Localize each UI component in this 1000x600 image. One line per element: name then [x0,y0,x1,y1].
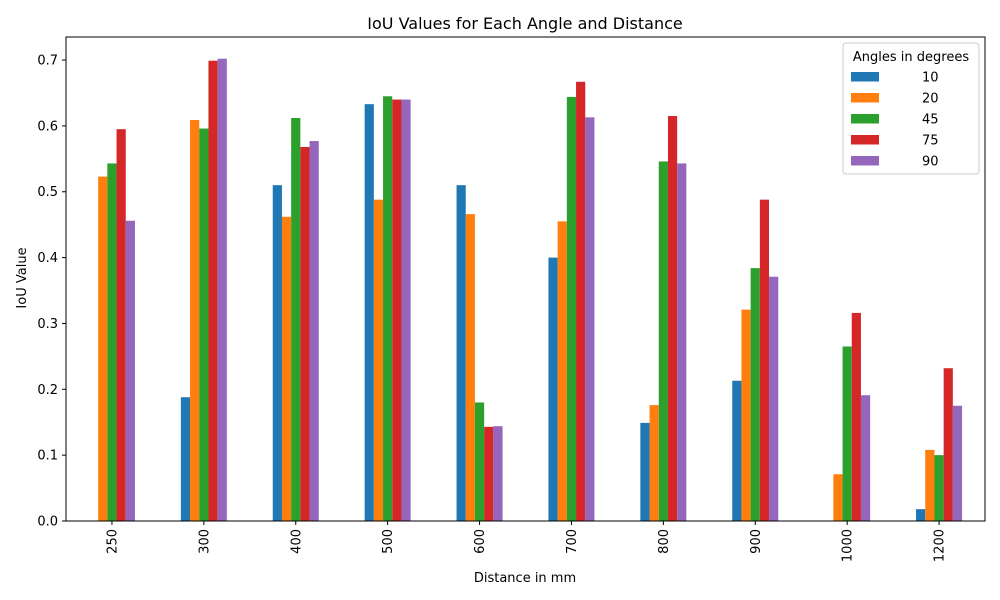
legend: Angles in degrees 10 20 45 75 90 [842,42,980,175]
bar-300-90 [217,58,227,521]
bar-900-10 [732,380,742,521]
bar-250-90 [125,220,135,521]
bar-500-75 [392,99,402,521]
x-tick-label: 300 [197,529,212,554]
y-axis-title: IoU Value [15,247,30,308]
bar-1200-10 [916,509,926,521]
bar-500-10 [364,104,374,521]
bar-400-10 [272,185,282,521]
bar-800-90 [677,163,687,521]
legend-title: Angles in degrees [853,50,969,65]
bar-600-90 [493,426,503,521]
x-tick-label: 800 [657,529,672,554]
bar-900-75 [759,199,770,522]
bar-900-20 [741,309,751,521]
bar-600-10 [456,185,466,521]
bar-300-10 [180,397,191,521]
bar-700-90 [585,117,595,522]
x-tick-label: 250 [105,529,120,554]
y-tick-label: 0.5 [37,185,58,200]
bar-400-75 [300,146,310,521]
bar-600-20 [465,214,475,521]
bar-400-90 [309,141,319,522]
bar-1200-90 [952,405,963,521]
bar-300-75 [208,60,218,522]
legend-swatch-20 [851,93,879,103]
legend-swatch-75 [851,135,879,145]
bar-900-90 [769,276,779,521]
x-tick-label: 1200 [933,529,948,562]
bar-1000-20 [833,474,843,521]
legend-swatch-10 [851,72,879,82]
bar-800-10 [640,422,650,521]
bar-250-75 [116,129,126,521]
bar-1200-75 [943,368,953,521]
x-tick-label: 500 [381,529,396,554]
bar-1200-45 [934,455,944,521]
legend-label-45: 45 [922,113,939,128]
bar-250-45 [107,163,117,521]
bar-1000-75 [851,312,861,521]
bar-800-20 [649,405,659,521]
y-tick-label: 0.2 [37,383,58,398]
bar-1000-45 [842,346,852,521]
y-tick-label: 0.7 [37,54,58,69]
bar-500-20 [373,199,384,522]
bar-700-20 [557,221,567,521]
bar-700-75 [576,81,586,521]
bar-500-90 [401,99,411,521]
x-tick-label: 400 [289,529,304,554]
bar-1000-90 [860,395,871,521]
chart-title: IoU Values for Each Angle and Distance [367,14,682,33]
y-tick-label: 0.1 [37,449,58,464]
bar-250-20 [98,176,108,521]
legend-label-75: 75 [922,134,939,149]
bar-800-75 [667,116,678,521]
y-tick-label: 0.0 [37,515,58,530]
bar-300-20 [190,119,200,521]
bar-300-45 [199,128,209,521]
x-tick-label: 1000 [841,529,856,562]
legend-label-20: 20 [922,92,939,107]
y-tick-label: 0.4 [37,251,58,266]
x-axis-title: Distance in mm [474,571,576,586]
legend-swatch-90 [851,156,879,166]
plot-area: 0.0 0.1 0.2 0.3 0.4 0.5 0.6 0.7 250 300 400 500 600 7… [37,36,986,562]
x-tick-label: 900 [749,529,764,554]
bar-400-20 [281,216,292,521]
y-tick-label: 0.3 [37,317,58,332]
bar-500-45 [383,96,393,521]
bar-700-45 [566,96,577,521]
legend-label-10: 10 [922,71,939,86]
bar-1200-20 [925,449,935,521]
y-tick-label: 0.6 [37,119,58,134]
bar-400-45 [291,117,301,522]
axes-frame [65,36,986,522]
x-tick-label: 600 [473,529,488,554]
x-tick-label: 700 [565,529,580,554]
bar-600-75 [484,426,494,521]
bar-900-45 [750,268,760,521]
bar-600-45 [474,402,485,521]
legend-label-90: 90 [922,155,939,170]
legend-swatch-45 [851,114,879,124]
bar-800-45 [658,161,668,521]
bar-700-10 [548,257,558,521]
